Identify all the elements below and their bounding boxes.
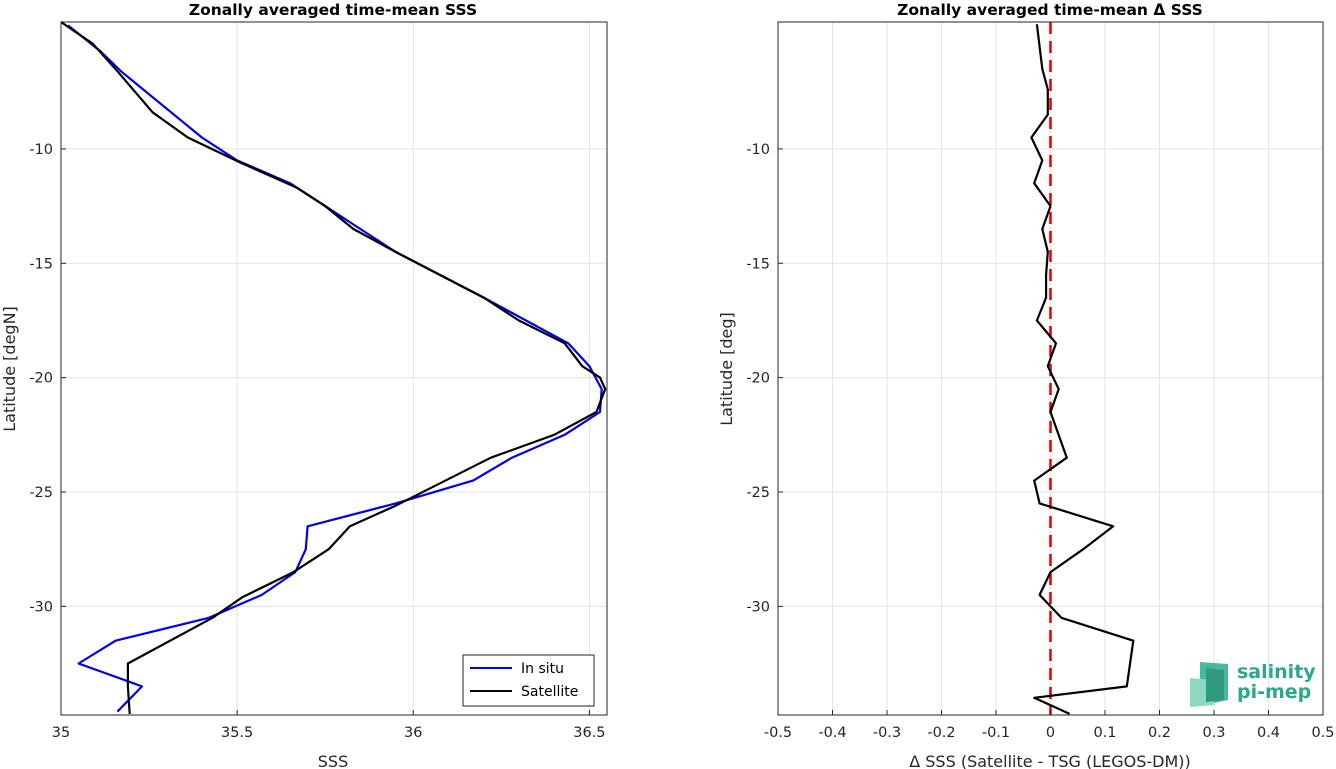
- legend-box: [462, 654, 595, 707]
- grid-left: [60, 22, 607, 715]
- legend: In situ Satellite: [462, 654, 595, 707]
- x-tick-label: 36.5: [573, 725, 605, 741]
- x-tick-label: 0.1: [1093, 725, 1116, 741]
- x-tick-label: -0.3: [873, 725, 901, 741]
- y-tick-label: -15: [746, 256, 770, 272]
- x-tick-label: 36: [404, 725, 422, 741]
- salinity-pimep-logo: salinity pi-mep: [1190, 661, 1316, 707]
- logo-text-salinity: salinity: [1237, 661, 1316, 683]
- logo-wave-icon-3: [1206, 668, 1224, 702]
- axes-frame-left: [60, 21, 608, 716]
- delta-sss-panel: Zonally averaged time-mean Δ SSS -0.5 -0.…: [717, 1, 1335, 769]
- y-tick-label: -15: [29, 256, 53, 272]
- x-tick-label: 0.3: [1202, 725, 1225, 741]
- x-tick-label: -0.5: [764, 725, 792, 741]
- x-tick-label: 0.4: [1257, 725, 1280, 741]
- series-right: [1030, 24, 1135, 715]
- y-tick-label: -10: [746, 142, 770, 158]
- series-line-in-situ: [67, 24, 603, 713]
- legend-label-satellite: Satellite: [521, 684, 578, 700]
- x-tick-label: 35: [52, 725, 70, 741]
- sss-panel: Zonally averaged time-mean SSS 35 35.5 36 3…: [0, 1, 608, 769]
- y-tick-label: -30: [29, 599, 53, 615]
- y-tick-label: -25: [29, 485, 53, 501]
- chart-title-left: Zonally averaged time-mean SSS: [189, 1, 477, 19]
- y-axis-label-right: Latitude [deg]: [717, 312, 736, 426]
- x-tick-label: 0: [1046, 725, 1055, 741]
- x-tick-label: 35.5: [221, 725, 253, 741]
- x-ticks-left: 35 35.5 36 36.5: [52, 710, 606, 741]
- y-tick-label: -20: [746, 371, 770, 387]
- legend-label-in-situ: In situ: [521, 661, 564, 677]
- x-tick-label: 0.2: [1148, 725, 1171, 741]
- x-axis-label-right: Δ SSS (Satellite - TSG (LEGOS-DM)): [909, 752, 1191, 769]
- y-ticks-left: -10 -15 -20 -25 -30: [29, 142, 66, 615]
- y-tick-label: -30: [746, 599, 770, 615]
- x-tick-label: 0.5: [1311, 725, 1334, 741]
- y-tick-label: -10: [29, 142, 53, 158]
- y-tick-label: -20: [29, 371, 53, 387]
- x-axis-label-left: SSS: [318, 752, 348, 769]
- x-ticks-right: -0.5 -0.4 -0.3 -0.2 -0.1 0 0.1 0.2 0.3 0.4 0.5: [764, 710, 1335, 741]
- series-line-satellite: [60, 21, 607, 714]
- x-tick-label: -0.1: [982, 725, 1010, 741]
- y-axis-label-left: Latitude [degN]: [0, 306, 19, 432]
- x-tick-label: -0.2: [927, 725, 955, 741]
- y-ticks-right: -10 -15 -20 -25 -30: [746, 142, 783, 615]
- series-line-delta: [1030, 24, 1135, 715]
- y-tick-label: -25: [746, 485, 770, 501]
- series-left: [60, 21, 607, 714]
- logo-text-pimep: pi-mep: [1237, 681, 1311, 703]
- chart-title-right: Zonally averaged time-mean Δ SSS: [897, 1, 1203, 19]
- x-tick-label: -0.4: [818, 725, 846, 741]
